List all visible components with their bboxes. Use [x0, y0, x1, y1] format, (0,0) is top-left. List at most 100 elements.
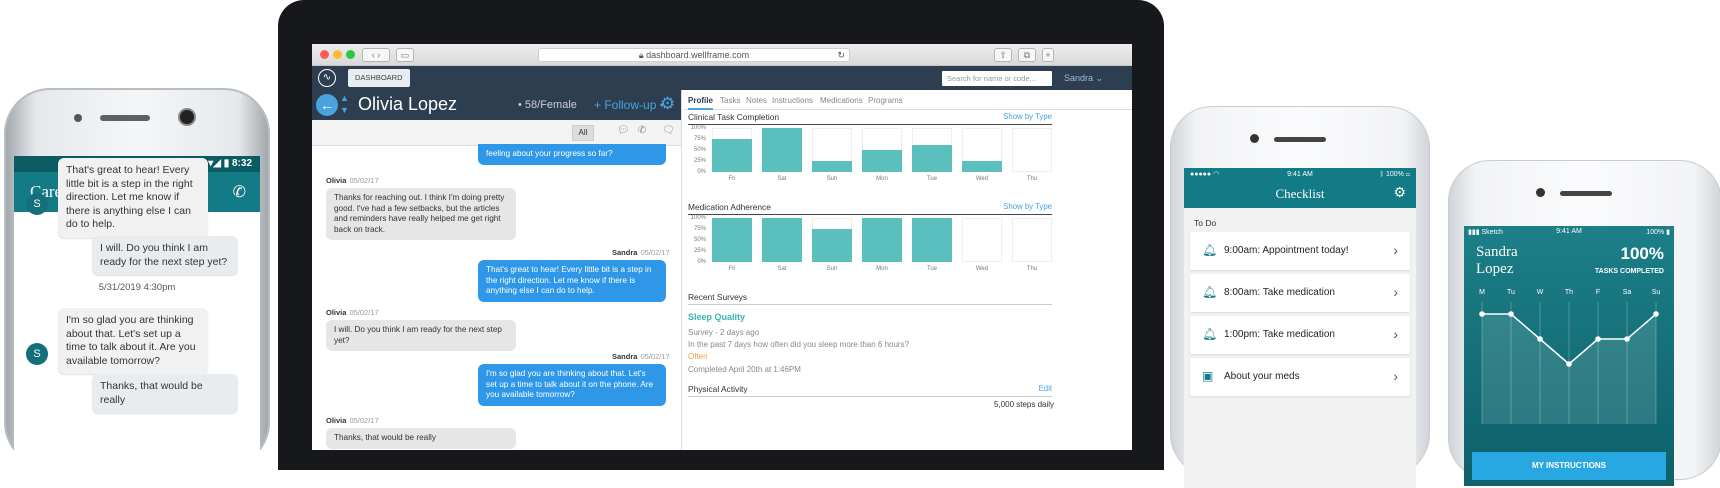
checklist-screen: ●●●●● ◠ 9:41 AM ᛒ 100% ▭ Checklist ⚙ To …	[1184, 168, 1416, 488]
chat-bubble-outgoing: I'm so glad you are thinking about that.…	[478, 364, 666, 406]
tab-programs[interactable]: Programs	[868, 96, 903, 105]
minimize-window-button[interactable]	[333, 50, 342, 59]
wellframe-logo-icon[interactable]: ∿	[318, 69, 336, 87]
x-tick-label: W	[1537, 289, 1544, 296]
y-tick-label: 50%	[693, 237, 706, 243]
screen-title: Checklist	[1275, 186, 1325, 201]
bar	[812, 161, 852, 172]
bell-outline-icon: 🔔︎	[1202, 243, 1218, 257]
bar-column	[962, 218, 1002, 262]
phone-icon[interactable]: ✆	[638, 125, 647, 136]
x-tick-label: Tue	[926, 176, 938, 182]
address-bar[interactable]: 🔒︎ dashboard.wellframe.com ↻	[538, 48, 850, 62]
back-forward-buttons[interactable]: ‹ ›	[362, 48, 390, 62]
tabs-icon[interactable]: ⧉	[1018, 48, 1036, 62]
edit-link[interactable]: Edit	[1038, 384, 1052, 393]
gear-icon[interactable]: ⚙	[660, 94, 676, 113]
item-label: 8:00am: Take medication	[1224, 287, 1335, 298]
chat-bubble-incoming: Thanks for reaching out. I think I'm doi…	[326, 188, 516, 241]
phone-icon[interactable]: ✆	[232, 184, 246, 201]
chat-icon[interactable]: 💬︎	[617, 125, 630, 136]
up-down-chevron-icon[interactable]: ▲ ▼	[340, 93, 349, 115]
x-tick-label: Mon	[876, 176, 888, 182]
x-tick-label: Fri	[728, 266, 736, 272]
back-arrow-icon[interactable]: ←	[316, 94, 338, 116]
user-menu[interactable]: Sandra ⌄	[1064, 71, 1103, 86]
maximize-window-button[interactable]	[346, 50, 355, 59]
status-time: 8:32	[231, 158, 252, 169]
section-title: Medication Adherence	[688, 202, 771, 212]
tab-medications[interactable]: Medications	[820, 96, 863, 105]
filter-all-button[interactable]: All	[572, 125, 594, 141]
show-by-type-link[interactable]: Show by Type	[1003, 112, 1052, 121]
survey-name[interactable]: Sleep Quality	[688, 312, 746, 322]
checklist-item[interactable]: 🔔︎ 9:00am: Appointment today! ›	[1190, 232, 1410, 270]
chat-bubble-incoming: I will. Do you think I am ready for the …	[326, 320, 516, 352]
android-phone: ▾◢ ▮ 8:32 Care team ✆ That's great to he…	[4, 88, 270, 476]
sender-name: Sandra	[612, 352, 638, 361]
gear-icon[interactable]: ⚙	[1393, 186, 1406, 201]
battery-icon: ▮	[1664, 229, 1670, 236]
my-instructions-button[interactable]: MY INSTRUCTIONS	[1472, 452, 1666, 480]
reload-icon[interactable]: ↻	[837, 50, 845, 60]
new-tab-button[interactable]: +	[1042, 48, 1054, 62]
follow-up-link[interactable]: + Follow-up •	[594, 98, 664, 112]
speaker-grille	[1560, 191, 1612, 196]
bar	[862, 150, 902, 172]
message-date: 05/02/17	[349, 308, 379, 317]
checklist-item[interactable]: ▣ About your meds ›	[1190, 358, 1410, 396]
sidebar-icon[interactable]: ▭	[396, 48, 414, 62]
x-tick-label: Sun	[826, 266, 838, 272]
y-tick-label: 75%	[693, 226, 706, 232]
message-bubble: I will. Do you think I am ready for the …	[92, 236, 238, 275]
front-camera	[1250, 134, 1259, 143]
checklist-item[interactable]: 🔔︎ 1:00pm: Take medication ›	[1190, 316, 1410, 354]
tab-notes[interactable]: Notes	[746, 96, 767, 105]
clinical-task-chart: 100% 75% 50% 25% 0% Fri Sat Sun Mon Tue Wed Thu	[688, 125, 1052, 196]
progress-screen: ▮▮▮ Sketch 9:41 AM 100% ▮ Sandra Lopez 1…	[1464, 226, 1674, 486]
x-tick-label: F	[1596, 289, 1600, 296]
survey-question: In the past 7 days how often did you sle…	[688, 340, 910, 349]
comment-icon[interactable]: 🗨︎	[662, 125, 675, 136]
sensor-dot	[74, 114, 82, 122]
search-input[interactable]: Search for name or code...	[942, 71, 1052, 86]
data-point	[1566, 361, 1572, 367]
bar-column	[762, 128, 802, 172]
tab-instructions[interactable]: Instructions	[772, 96, 813, 105]
medication-section-header: Medication Adherence Show by Type	[688, 202, 1052, 215]
iphone-progress: ▮▮▮ Sketch 9:41 AM 100% ▮ Sandra Lopez 1…	[1448, 160, 1720, 486]
user-name: Sandra	[1064, 73, 1094, 83]
x-tick-label: Tue	[926, 266, 938, 272]
share-icon[interactable]: ⇧	[994, 48, 1012, 62]
bar	[712, 139, 752, 172]
battery-level: 100% ▮	[1646, 228, 1670, 236]
bar-column	[812, 128, 852, 172]
message-meta: Sandra 05/02/17	[612, 352, 670, 361]
avatar: S	[26, 343, 48, 365]
item-label: 1:00pm: Take medication	[1224, 329, 1335, 340]
x-tick-label: Sat	[777, 176, 787, 182]
bar	[912, 144, 952, 172]
tab-tasks[interactable]: Tasks	[720, 96, 741, 105]
close-window-button[interactable]	[320, 50, 329, 59]
item-label: About your meds	[1224, 371, 1300, 382]
x-tick-label: Sat	[777, 266, 787, 272]
show-by-type-link[interactable]: Show by Type	[1003, 202, 1052, 211]
bar	[812, 229, 852, 262]
dashboard-button[interactable]: DASHBOARD	[348, 69, 410, 87]
survey-meta: Survey - 2 days ago	[688, 328, 760, 337]
tab-profile[interactable]: Profile	[688, 96, 713, 110]
bar-column	[762, 218, 802, 262]
battery-percent: 100%	[1646, 229, 1665, 236]
completion-percent: 100%	[1620, 244, 1664, 263]
android-screen: ▾◢ ▮ 8:32 Care team ✆ That's great to he…	[14, 156, 260, 476]
message-meta: Sandra 05/02/17	[612, 248, 670, 257]
x-tick-label: Thu	[1026, 176, 1038, 182]
signal-icon: ▾◢ ▮	[208, 158, 232, 169]
browser-chrome: ‹ › ▭ 🔒︎ dashboard.wellframe.com ↻ ⇧ ⧉ +	[312, 44, 1132, 66]
chevron-right-icon: ›	[1393, 242, 1398, 258]
completion-caption: TASKS COMPLETED	[1594, 268, 1664, 275]
x-tick-label: Thu	[1026, 266, 1038, 272]
checklist-item[interactable]: 🔔︎ 8:00am: Take medication ›	[1190, 274, 1410, 312]
bar-column	[712, 128, 752, 172]
